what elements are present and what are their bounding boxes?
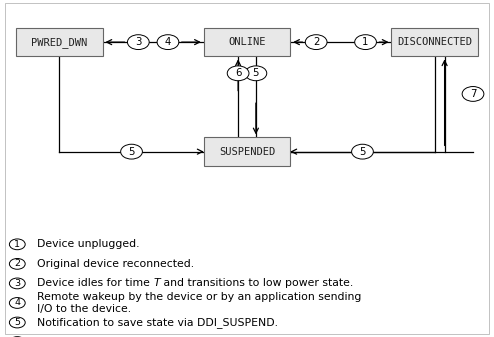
- Text: Original device reconnected.: Original device reconnected.: [37, 259, 194, 269]
- FancyBboxPatch shape: [204, 28, 290, 56]
- Circle shape: [9, 239, 25, 250]
- Circle shape: [127, 35, 149, 50]
- Text: DISCONNECTED: DISCONNECTED: [397, 37, 472, 47]
- Text: 6: 6: [235, 68, 242, 78]
- Text: SUSPENDED: SUSPENDED: [219, 147, 275, 157]
- Text: and transitions to low power state.: and transitions to low power state.: [160, 278, 353, 288]
- Text: 3: 3: [14, 279, 20, 288]
- FancyBboxPatch shape: [16, 28, 103, 56]
- Circle shape: [9, 278, 25, 289]
- Circle shape: [121, 144, 142, 159]
- Text: 5: 5: [359, 147, 366, 157]
- Text: Device unplugged.: Device unplugged.: [37, 239, 139, 249]
- FancyBboxPatch shape: [204, 137, 290, 166]
- Text: 1: 1: [363, 37, 369, 47]
- Text: PWRED_DWN: PWRED_DWN: [31, 37, 87, 48]
- FancyBboxPatch shape: [391, 28, 478, 56]
- Text: 4: 4: [14, 299, 20, 307]
- Text: Device idles for time: Device idles for time: [37, 278, 154, 288]
- Circle shape: [305, 35, 327, 50]
- Text: 4: 4: [165, 37, 171, 47]
- Text: 7: 7: [470, 89, 476, 99]
- Circle shape: [355, 35, 376, 50]
- Circle shape: [245, 66, 267, 81]
- Text: 5: 5: [14, 318, 20, 327]
- Text: 3: 3: [135, 37, 141, 47]
- Text: T: T: [154, 278, 160, 288]
- Circle shape: [157, 35, 179, 50]
- Text: 5: 5: [252, 68, 259, 78]
- Circle shape: [9, 298, 25, 308]
- Text: Notification to save state via DDI_SUSPEND.: Notification to save state via DDI_SUSPE…: [37, 317, 278, 328]
- Circle shape: [352, 144, 373, 159]
- Text: 5: 5: [128, 147, 135, 157]
- Circle shape: [227, 66, 249, 81]
- Text: Remote wakeup by the device or by an application sending
I/O to the device.: Remote wakeup by the device or by an app…: [37, 292, 362, 314]
- Text: ONLINE: ONLINE: [228, 37, 266, 47]
- Circle shape: [462, 87, 484, 101]
- Circle shape: [9, 317, 25, 328]
- Text: 2: 2: [14, 259, 20, 268]
- Text: 2: 2: [313, 37, 319, 47]
- Circle shape: [9, 258, 25, 269]
- Text: 1: 1: [14, 240, 20, 249]
